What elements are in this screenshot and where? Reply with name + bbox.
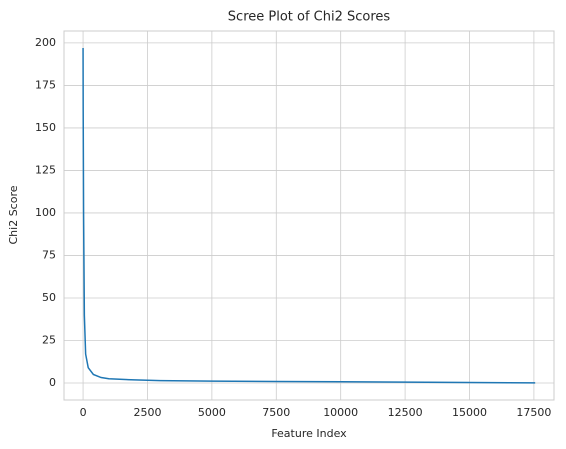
y-tick-label: 150: [35, 121, 56, 134]
y-tick-label: 75: [42, 248, 56, 261]
y-axis-label: Chi2 Score: [7, 185, 20, 244]
x-axis-label: Feature Index: [271, 427, 347, 440]
x-tick-label: 10000: [323, 406, 358, 419]
x-tick-label: 5000: [198, 406, 226, 419]
x-tick-label: 15000: [452, 406, 487, 419]
x-tick-label: 2500: [133, 406, 161, 419]
chart-title: Scree Plot of Chi2 Scores: [228, 10, 391, 25]
data-line: [82, 47, 536, 384]
plot-frame: [63, 30, 555, 401]
y-tick-label: 100: [35, 206, 56, 219]
x-tick-label: 17500: [516, 406, 551, 419]
y-tick-label: 200: [35, 36, 56, 49]
y-tick-label: 50: [42, 291, 56, 304]
y-tick-label: 175: [35, 78, 56, 91]
y-tick-label: 125: [35, 163, 56, 176]
x-tick-label: 0: [80, 406, 87, 419]
y-tick-label: 25: [42, 333, 56, 346]
y-tick-label: 0: [49, 376, 56, 389]
x-tick-label: 12500: [388, 406, 423, 419]
x-tick-label: 7500: [262, 406, 290, 419]
